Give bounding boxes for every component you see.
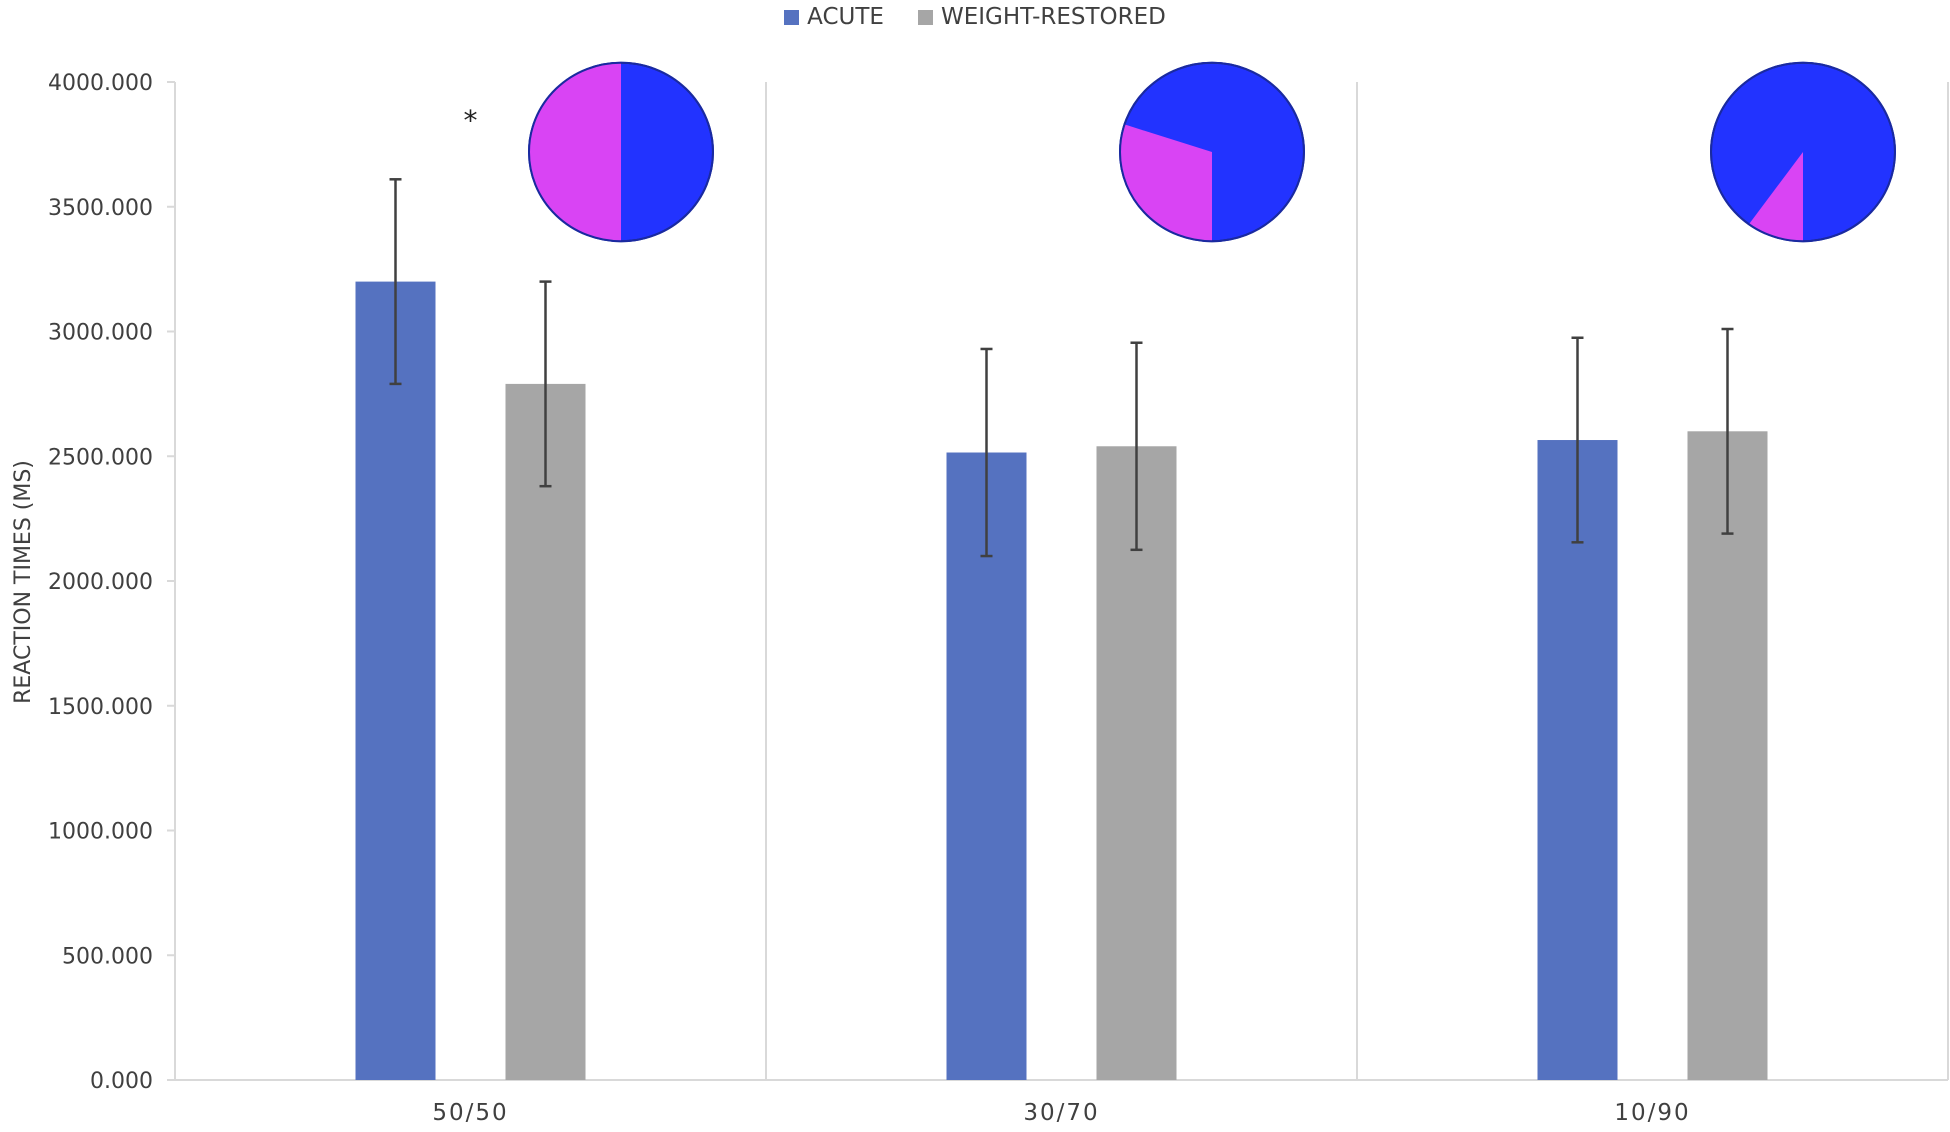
bar-weight-restored-2 [1096, 446, 1177, 1080]
pie-outline [1119, 61, 1305, 243]
x-tick-label: 50/50 [432, 1100, 508, 1126]
pie-slice-magenta [529, 62, 621, 242]
pie-outline [528, 61, 714, 243]
y-tick-label: 0.000 [90, 1069, 153, 1094]
pie-inset-2 [1119, 61, 1305, 243]
legend-item-weight-restored: WEIGHT-RESTORED [917, 4, 1166, 30]
y-tick-label: 500.000 [62, 944, 153, 969]
legend-swatch-weight-restored [917, 9, 933, 25]
y-tick-label: 2000.000 [48, 570, 153, 595]
y-tick-label: 3500.000 [48, 196, 153, 221]
y-axis-title: REACTION TIMES (MS) [11, 460, 36, 704]
pie-slice-magenta [1748, 152, 1803, 242]
y-tick-label: 1500.000 [48, 695, 153, 720]
bars [355, 281, 1768, 1081]
pie-slice-magenta [1120, 124, 1212, 242]
significance-annotation: * [464, 104, 478, 137]
y-tick-label: 3000.000 [48, 321, 153, 346]
legend-swatch-acute [784, 9, 800, 25]
y-tick-label: 1000.000 [48, 820, 153, 845]
legend-label-acute: ACUTE [807, 4, 884, 30]
pie-outline [1710, 61, 1896, 243]
bar-weight-restored-1 [505, 383, 586, 1080]
legend-item-acute: ACUTE [784, 4, 884, 30]
y-tick-label: 2500.000 [48, 445, 153, 470]
legend-label-weight-restored: WEIGHT-RESTORED [940, 4, 1166, 30]
bar-acute-3 [1537, 440, 1618, 1081]
bar-weight-restored-3 [1687, 431, 1768, 1080]
y-axis: 0.000 500.000 1000.000 1500.000 2000.000 2500… [48, 71, 1948, 1094]
x-tick-label: 30/70 [1023, 1100, 1099, 1126]
y-tick-label: 4000.000 [48, 71, 153, 96]
pie-insets [528, 61, 1896, 243]
error-bars [389, 178, 1734, 558]
category-labels: 50/50 30/70 10/90 * [432, 104, 1690, 1126]
pie-inset-3 [1710, 61, 1896, 243]
legend: ACUTE WEIGHT-RESTORED [0, 4, 1950, 30]
pie-inset-1 [528, 61, 714, 243]
category-separators [765, 82, 1949, 1080]
bar-acute-1 [355, 281, 436, 1081]
x-tick-label: 10/90 [1614, 1100, 1690, 1126]
